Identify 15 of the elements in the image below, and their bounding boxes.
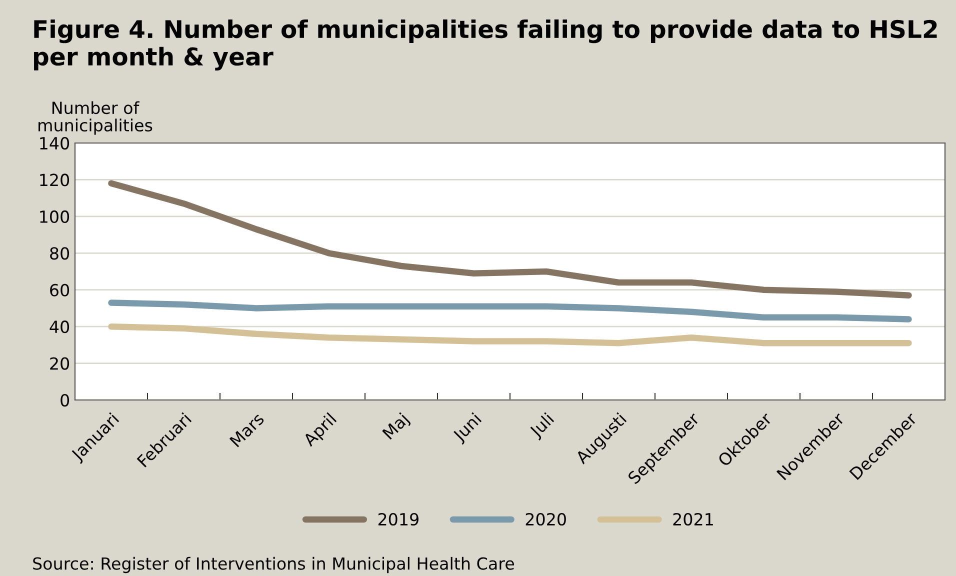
x-tick-label: Maj <box>382 412 412 442</box>
source-note: Source: Register of Interventions in Municipal Health Care <box>33 556 514 574</box>
y-axis-title: Number of municipalities <box>38 101 152 135</box>
y-tick-label: 100 <box>40 210 70 223</box>
legend-label: 2021 <box>673 512 713 526</box>
legend-label: 2020 <box>526 512 566 526</box>
y-tick-label: 40 <box>50 320 70 334</box>
y-tick-label: 140 <box>40 136 70 150</box>
y-tick-label: 120 <box>40 174 70 186</box>
y-tick-label: 0 <box>60 394 70 407</box>
y-tick-label: 60 <box>50 284 70 296</box>
legend-label: 2019 <box>378 512 418 526</box>
y-tick-label: 20 <box>50 357 70 370</box>
y-tick-label: 80 <box>50 247 70 260</box>
chart-title: Figure 4. Number of municipalities failing to provide data to HSL2 per month & year <box>34 19 937 71</box>
